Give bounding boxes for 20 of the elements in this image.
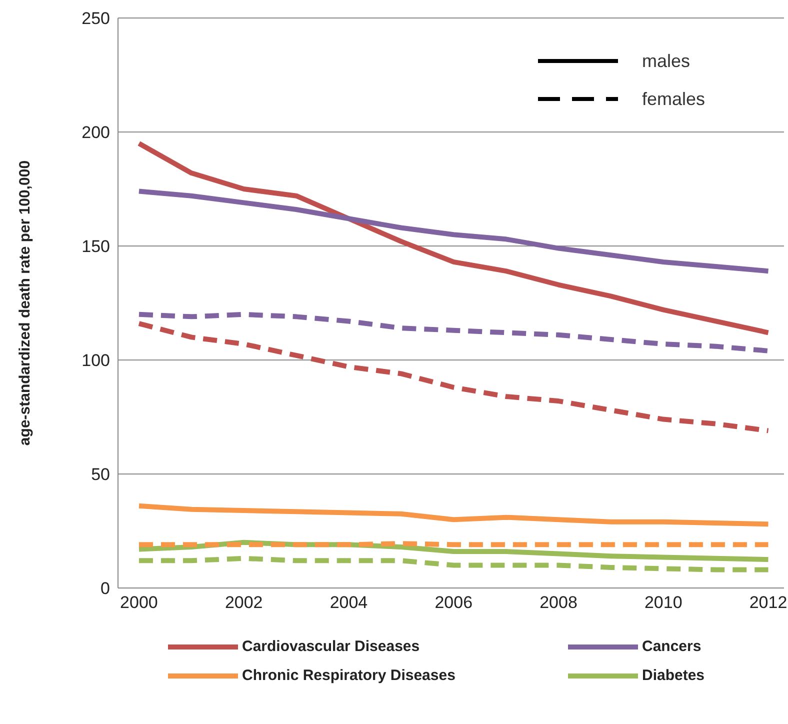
x-tick-label: 2008 xyxy=(540,593,578,612)
legend-label: Cardiovascular Diseases xyxy=(242,638,420,655)
y-tick-label: 100 xyxy=(82,351,110,370)
x-tick-label: 2004 xyxy=(330,593,368,612)
legend-label: Chronic Respiratory Diseases xyxy=(242,667,456,684)
annotation: males xyxy=(642,50,690,72)
y-tick-label: 0 xyxy=(100,579,110,598)
y-tick-label: 50 xyxy=(91,465,110,484)
x-tick-label: 2012 xyxy=(749,593,788,612)
y-tick-label: 150 xyxy=(82,237,110,256)
y-axis-title: age-standardized death rate per 100,000 xyxy=(16,160,34,446)
y-tick-label: 200 xyxy=(82,123,110,142)
y-tick-label: 250 xyxy=(82,9,110,28)
x-tick-label: 2006 xyxy=(434,593,473,612)
legend-label: Diabetes xyxy=(642,667,705,684)
x-tick-label: 2002 xyxy=(224,593,263,612)
x-tick-label: 2000 xyxy=(120,593,158,612)
legend-label: Cancers xyxy=(642,638,702,655)
x-tick-label: 2010 xyxy=(644,593,682,612)
annotation: females xyxy=(642,88,706,110)
